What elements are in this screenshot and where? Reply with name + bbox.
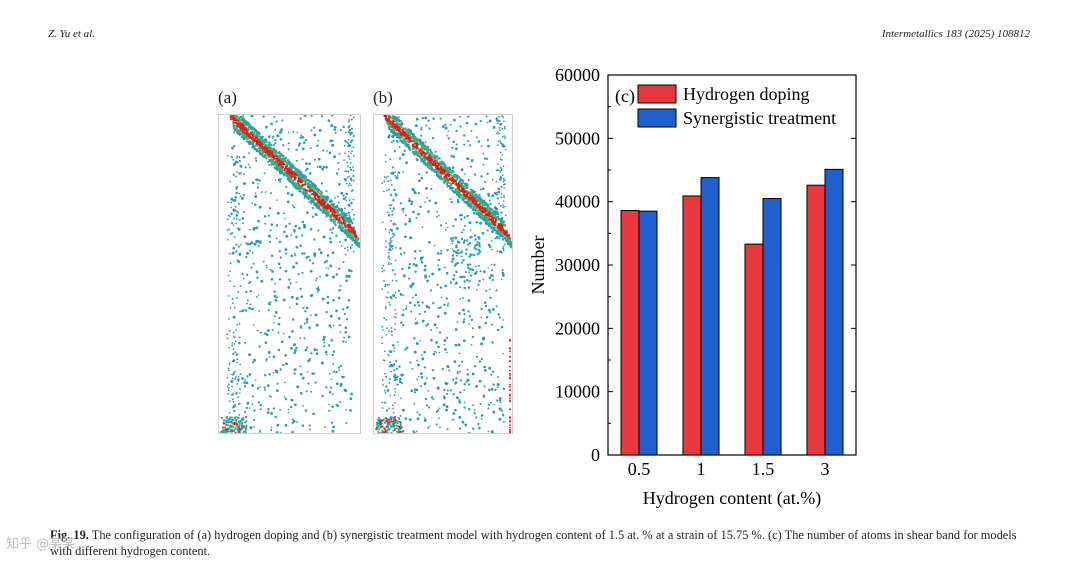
figure-caption-text: The configuration of (a) hydrogen doping… [50,528,1017,558]
running-header-journal: Intermetallics 183 (2025) 108812 [881,28,1030,40]
x-tick-label: 1 [697,459,706,479]
panel-b-label: (b) [373,88,393,107]
y-tick-label: 50000 [555,128,600,148]
hydrogen-doping-configuration-image [218,114,361,434]
y-tick-label: 40000 [555,192,600,212]
y-tick-label: 30000 [555,255,600,275]
bar-synergistic-treatment [700,177,720,456]
bar-hydrogen-doping [806,184,826,456]
bar-hydrogen-doping [620,210,640,456]
bar-hydrogen-doping [682,195,702,456]
y-tick-label: 0 [591,445,600,465]
panel-a-label: (a) [218,88,237,107]
bar-synergistic-treatment [824,168,844,456]
bar-synergistic-treatment [638,210,658,456]
x-axis-label: Hydrogen content (at.%) [643,488,821,509]
x-tick-label: 0.5 [628,459,651,479]
y-tick-label: 60000 [555,65,600,85]
legend-swatch [637,84,677,104]
figure-caption: Fig. 19. The configuration of (a) hydrog… [50,527,1040,559]
running-header-authors: Z. Yu et al. [48,28,95,40]
atom-scatter-a [220,115,360,433]
y-axis-label: Number [528,236,548,295]
atom-scatter-b [375,115,512,433]
bar-hydrogen-doping [744,243,764,456]
y-tick-label: 20000 [555,318,600,338]
x-tick-label: 1.5 [752,459,775,479]
x-tick-label: 3 [821,459,830,479]
panel-c-label: (c) [615,86,635,107]
legend-swatch [637,108,677,128]
legend-label: Hydrogen doping [683,84,809,104]
legend-label: Synergistic treatment [683,108,836,128]
bar-synergistic-treatment [762,198,782,456]
figure-label: Fig. 19. [50,528,89,542]
y-tick-label: 10000 [555,382,600,402]
synergistic-treatment-configuration-image [373,114,513,434]
watermark: 知乎 @某某 [6,537,76,552]
